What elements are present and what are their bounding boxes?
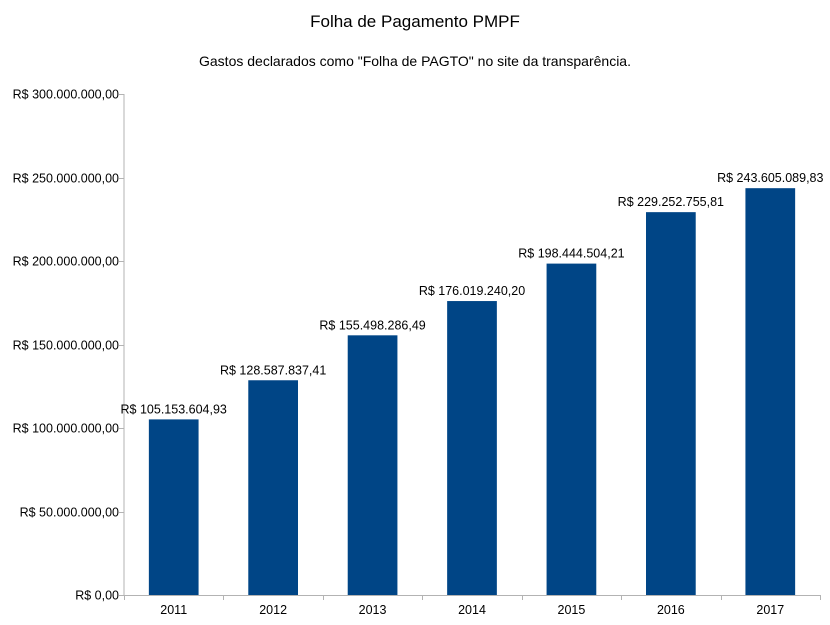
y-tick-label: R$ 100.000.000,00 [13,422,119,436]
data-label-2015: R$ 198.444.504,21 [518,247,624,261]
x-tick-label: 2013 [359,603,387,617]
y-tick-label: R$ 0,00 [75,589,119,603]
bar-2016 [646,212,696,596]
bar-2015 [546,263,597,595]
data-label-2011: R$ 105.153.604,93 [121,402,227,416]
bars [148,188,796,596]
y-tick-label: R$ 50.000.000,00 [20,506,119,520]
data-label-2016: R$ 229.252.755,81 [618,195,724,209]
bar-2012 [248,380,298,595]
x-tick-label: 2017 [756,603,784,617]
x-tick-label: 2011 [160,603,187,617]
y-tick-label: R$ 300.000.000,00 [13,88,119,102]
chart-subtitle: Gastos declarados como "Folha de PAGTO" … [199,53,631,69]
bar-2011 [148,419,199,595]
data-label-2012: R$ 128.587.837,41 [220,363,326,377]
y-tick-label: R$ 150.000.000,00 [13,339,119,353]
x-axis: 2011 2012 2013 2014 2015 2016 2017 [124,595,821,617]
data-label-2014: R$ 176.019.240,20 [419,284,525,298]
bar-2013 [347,335,398,595]
x-tick-label: 2015 [558,603,586,617]
y-axis: R$ 0,00 R$ 50.000.000,00 R$ 100.000.000,00… [13,88,125,603]
x-tick-label: 2014 [458,603,486,617]
data-labels: R$ 105.153.604,93 R$ 128.587.837,41 R$ 155… [121,171,824,416]
data-label-2017: R$ 243.605.089,83 [717,171,823,185]
y-tick-label: R$ 250.000.000,00 [13,172,119,186]
chart-title: Folha de Pagamento PMPF [310,12,520,31]
y-tick-label: R$ 200.000.000,00 [13,255,119,269]
bar-2014 [447,301,497,595]
x-tick-label: 2016 [657,603,685,617]
data-label-2013: R$ 155.498.286,49 [319,318,425,332]
x-tick-label: 2012 [259,603,287,617]
bar-2017 [745,188,796,595]
